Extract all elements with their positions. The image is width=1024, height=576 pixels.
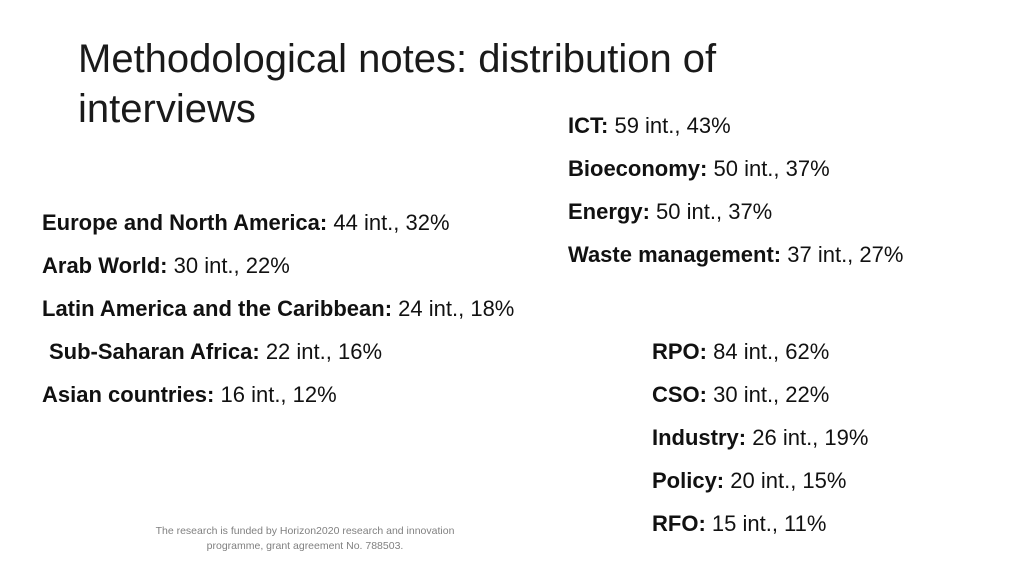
actors-list: RPO: 84 int., 62% CSO: 30 int., 22% Indu… (652, 336, 992, 551)
region-item: Sub-Saharan Africa: 22 int., 16% (42, 336, 562, 368)
region-label: Asian countries: (42, 382, 215, 407)
actor-value: 26 int., 19% (752, 425, 869, 450)
region-value: 24 int., 18% (398, 296, 515, 321)
region-item: Latin America and the Caribbean: 24 int.… (42, 293, 562, 325)
actor-value: 20 int., 15% (730, 468, 847, 493)
region-item: Arab World: 30 int., 22% (42, 250, 562, 282)
actor-value: 84 int., 62% (713, 339, 830, 364)
region-value: 44 int., 32% (333, 210, 450, 235)
region-label: Arab World: (42, 253, 168, 278)
actor-value: 30 int., 22% (713, 382, 830, 407)
region-item: Europe and North America: 44 int., 32% (42, 207, 562, 239)
actor-item: CSO: 30 int., 22% (652, 379, 992, 411)
region-item: Asian countries: 16 int., 12% (42, 379, 562, 411)
sector-value: 37 int., 27% (787, 242, 904, 267)
region-value: 16 int., 12% (220, 382, 337, 407)
sector-label: Bioeconomy: (568, 156, 708, 181)
sector-item: Energy: 50 int., 37% (568, 196, 1008, 228)
sectors-list: ICT: 59 int., 43% Bioeconomy: 50 int., 3… (568, 110, 1008, 282)
sector-item: ICT: 59 int., 43% (568, 110, 1008, 142)
funding-footnote: The research is funded by Horizon2020 re… (155, 525, 455, 552)
sector-item: Waste management: 37 int., 27% (568, 239, 1008, 271)
region-value: 22 int., 16% (265, 339, 382, 364)
actor-item: Policy: 20 int., 15% (652, 465, 992, 497)
actor-item: RFO: 15 int., 11% (652, 508, 992, 540)
sector-item: Bioeconomy: 50 int., 37% (568, 153, 1008, 185)
sector-label: Waste management: (568, 242, 782, 267)
actor-label: Industry: (652, 425, 747, 450)
actor-item: RPO: 84 int., 62% (652, 336, 992, 368)
region-label: Latin America and the Caribbean: (42, 296, 393, 321)
actor-value: 15 int., 11% (711, 511, 827, 536)
sector-value: 50 int., 37% (656, 199, 773, 224)
region-label: Sub-Saharan Africa: (49, 339, 260, 364)
actor-label: CSO: (652, 382, 707, 407)
slide-title: Methodological notes: distribution of in… (78, 37, 717, 131)
actor-label: RFO: (652, 511, 706, 536)
actor-label: RPO: (652, 339, 707, 364)
actor-item: Industry: 26 int., 19% (652, 422, 992, 454)
sector-value: 50 int., 37% (713, 156, 830, 181)
sector-value: 59 int., 43% (614, 113, 731, 138)
region-label: Europe and North America: (42, 210, 328, 235)
sector-label: ICT: (568, 113, 609, 138)
regions-list: Europe and North America: 44 int., 32% A… (42, 207, 562, 422)
actor-label: Policy: (652, 468, 725, 493)
region-value: 30 int., 22% (173, 253, 290, 278)
sector-label: Energy: (568, 199, 650, 224)
